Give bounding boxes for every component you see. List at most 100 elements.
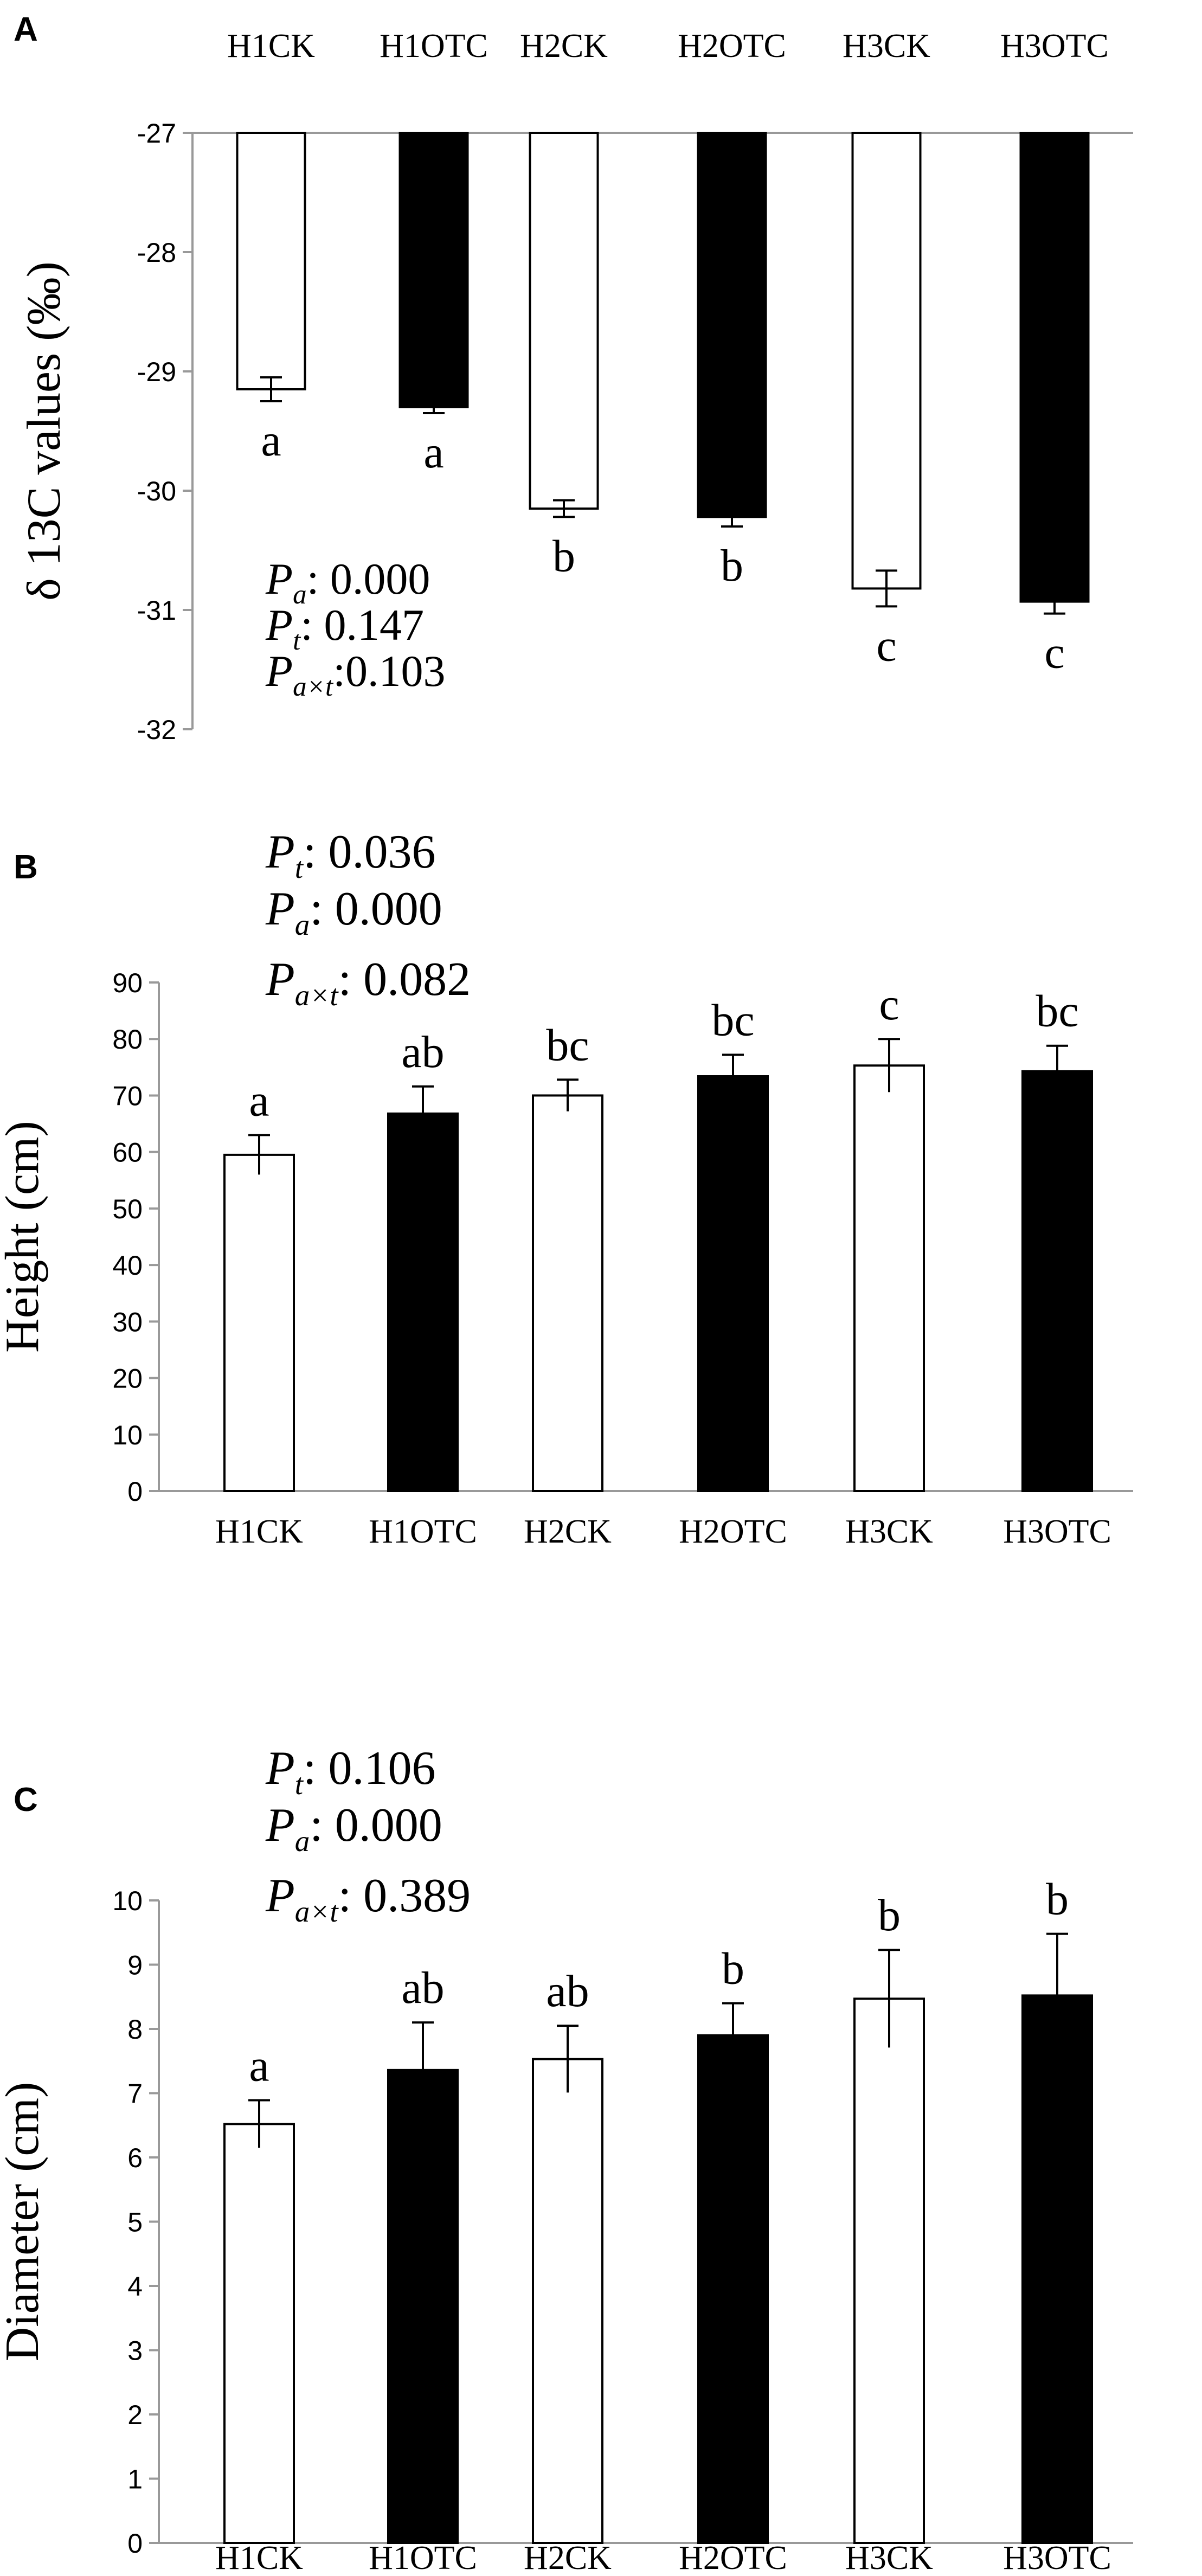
category-label: H1CK [215, 2540, 303, 2576]
category-label: H3CK [845, 1513, 933, 1550]
y-tick-label: 3 [127, 2336, 143, 2366]
y-tick-label: 2 [127, 2400, 143, 2430]
significance-letter: b [552, 531, 575, 581]
significance-letter: bc [546, 1020, 589, 1070]
category-label: H3CK [845, 2540, 933, 2576]
bar [236, 132, 306, 390]
y-tick-label: 10 [112, 1886, 143, 1916]
stat-line: Pt: 0.106 [265, 1742, 436, 1801]
stat-line: Pa×t:0.103 [265, 646, 445, 702]
y-tick-label: 5 [127, 2207, 143, 2238]
y-axis-title: Diameter (cm) [0, 2082, 49, 2362]
significance-letter: c [876, 620, 896, 671]
panel-label: B [14, 849, 38, 886]
category-label: H3OTC [1003, 2540, 1111, 2576]
panel-label: A [14, 11, 38, 48]
y-tick-label: 0 [127, 1476, 143, 1507]
category-label: H3OTC [1000, 28, 1109, 65]
category-label: H2CK [520, 28, 608, 65]
category-label: H1CK [227, 28, 315, 65]
stat-line: Pa×t: 0.389 [265, 1870, 471, 1928]
y-tick-label: -29 [137, 357, 176, 387]
bar [851, 132, 922, 590]
category-label: H1CK [215, 1513, 303, 1550]
category-label: H1OTC [380, 28, 488, 65]
category-label: H2OTC [679, 2540, 787, 2576]
y-tick-label: 90 [112, 968, 143, 998]
bar [697, 132, 767, 518]
bar [532, 1094, 603, 1492]
y-axis-title: Height (cm) [0, 1121, 49, 1353]
bar [532, 2058, 603, 2545]
significance-letter: bc [1036, 986, 1078, 1037]
significance-letter: ab [546, 1966, 589, 2016]
y-tick-label: 6 [127, 2143, 143, 2173]
bar [697, 2034, 769, 2545]
significance-letter: a [423, 427, 443, 478]
y-tick-label: 4 [127, 2271, 143, 2302]
panel-label: C [14, 1781, 38, 1819]
y-tick-label: 0 [127, 2528, 143, 2559]
y-tick-label: 9 [127, 1950, 143, 1981]
y-tick-label: 7 [127, 2079, 143, 2109]
y-tick-label: -31 [137, 595, 176, 626]
bar [853, 1064, 925, 1492]
stat-line: Pt: 0.036 [265, 826, 436, 884]
y-tick-label: -30 [137, 476, 176, 506]
y-tick-label: 70 [112, 1081, 143, 1111]
significance-letter: c [1044, 628, 1064, 678]
category-label: H3CK [843, 28, 930, 65]
y-tick-label: 20 [112, 1364, 143, 1394]
bar [529, 132, 599, 510]
bar [1021, 1070, 1093, 1492]
stat-line: Pa: 0.000 [265, 554, 430, 610]
category-label: H2CK [524, 1513, 612, 1550]
y-tick-label: 1 [127, 2464, 143, 2495]
bar [223, 1153, 295, 1492]
stat-line: Pa×t: 0.082 [265, 953, 471, 1012]
stat-line: Pt: 0.147 [265, 600, 424, 656]
y-tick-label: 60 [112, 1138, 143, 1168]
significance-letter: a [249, 2041, 269, 2091]
significance-letter: a [261, 415, 281, 466]
y-tick-label: -27 [137, 118, 176, 149]
y-tick-label: 40 [112, 1250, 143, 1281]
significance-letter: ab [401, 1963, 444, 2013]
bar [697, 1075, 769, 1492]
significance-letter: bc [711, 995, 754, 1045]
bar [853, 1997, 925, 2544]
stat-line: Pa: 0.000 [265, 1799, 442, 1858]
significance-letter: a [249, 1075, 269, 1126]
significance-letter: b [878, 1890, 901, 1941]
category-label: H2OTC [678, 28, 786, 65]
category-label: H2CK [524, 2540, 612, 2576]
significance-letter: ab [401, 1027, 444, 1077]
significance-letter: b [1046, 1874, 1069, 1925]
chart-panel-c: C Diameter (cm) 0 1 2 3 4 5 6 7 8 9 10 a H1CK ab H1OTC ab… [0, 1742, 1133, 2576]
y-tick-label: 80 [112, 1024, 143, 1055]
y-tick-label: -28 [137, 237, 176, 268]
y-axis-title: δ 13C values (‰) [18, 261, 70, 601]
y-tick-label: -32 [137, 715, 176, 745]
category-label: H3OTC [1003, 1513, 1111, 1550]
category-label: H2OTC [679, 1513, 787, 1550]
category-label: H1OTC [369, 1513, 477, 1550]
significance-letter: c [879, 979, 899, 1030]
y-tick-label: 30 [112, 1307, 143, 1337]
stat-line: Pa: 0.000 [265, 883, 442, 941]
bar [387, 2068, 459, 2545]
chart-panel-a: Aδ 13C values (‰) -27 -28 -29 -30 -31 -32 a H1CK… [14, 11, 1133, 745]
y-tick-label: 10 [112, 1420, 143, 1450]
bar [1019, 132, 1090, 603]
bar [387, 1112, 459, 1493]
significance-letter: b [721, 541, 743, 591]
chart-panel-b: B Height (cm) 0 10 20 30 40 50 60 70 80 90 a H1CK ab H1… [0, 826, 1133, 1550]
category-label: H1OTC [369, 2540, 477, 2576]
bar [398, 132, 469, 408]
bar [1021, 1994, 1093, 2544]
bar [223, 2123, 295, 2544]
significance-letter: b [722, 1944, 744, 1994]
y-tick-label: 50 [112, 1194, 143, 1224]
y-tick-label: 8 [127, 2014, 143, 2045]
